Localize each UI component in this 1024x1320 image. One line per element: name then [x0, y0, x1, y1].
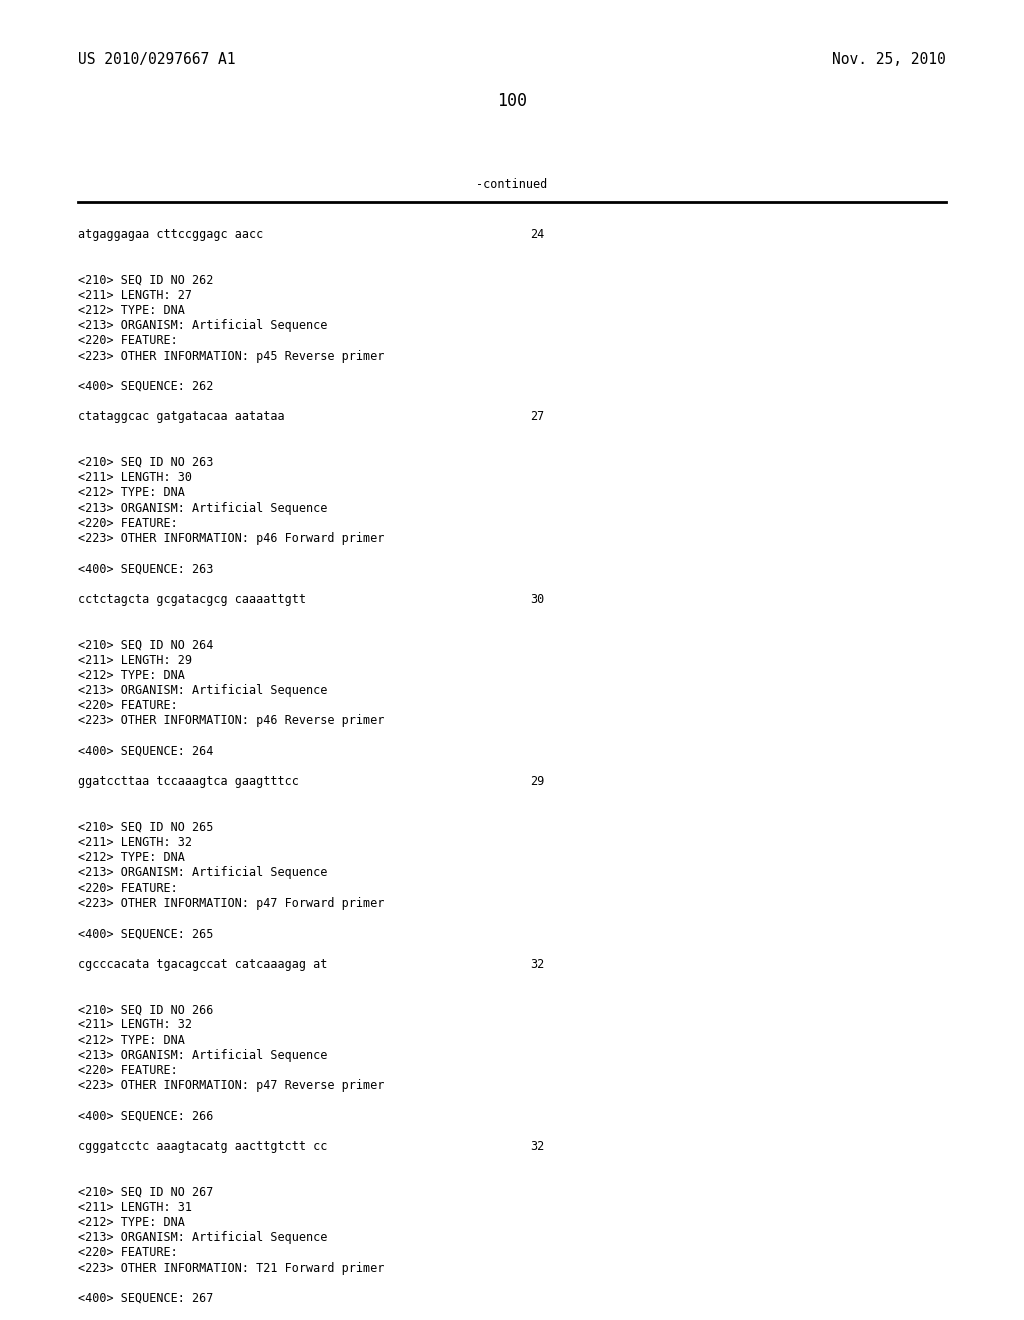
Text: <210> SEQ ID NO 264: <210> SEQ ID NO 264 [78, 639, 213, 651]
Text: <220> FEATURE:: <220> FEATURE: [78, 334, 178, 347]
Text: 32: 32 [530, 957, 544, 970]
Text: <220> FEATURE:: <220> FEATURE: [78, 882, 178, 895]
Text: <212> TYPE: DNA: <212> TYPE: DNA [78, 1034, 185, 1047]
Text: <210> SEQ ID NO 265: <210> SEQ ID NO 265 [78, 821, 213, 834]
Text: <400> SEQUENCE: 263: <400> SEQUENCE: 263 [78, 562, 213, 576]
Text: <212> TYPE: DNA: <212> TYPE: DNA [78, 851, 185, 865]
Text: <211> LENGTH: 32: <211> LENGTH: 32 [78, 1019, 193, 1031]
Text: <211> LENGTH: 27: <211> LENGTH: 27 [78, 289, 193, 302]
Text: US 2010/0297667 A1: US 2010/0297667 A1 [78, 51, 236, 67]
Text: 32: 32 [530, 1140, 544, 1152]
Text: 29: 29 [530, 775, 544, 788]
Text: <220> FEATURE:: <220> FEATURE: [78, 1246, 178, 1259]
Text: <213> ORGANISM: Artificial Sequence: <213> ORGANISM: Artificial Sequence [78, 1049, 328, 1061]
Text: cgggatcctc aaagtacatg aacttgtctt cc: cgggatcctc aaagtacatg aacttgtctt cc [78, 1140, 328, 1152]
Text: <223> OTHER INFORMATION: p47 Forward primer: <223> OTHER INFORMATION: p47 Forward pri… [78, 896, 384, 909]
Text: <400> SEQUENCE: 266: <400> SEQUENCE: 266 [78, 1110, 213, 1122]
Text: <213> ORGANISM: Artificial Sequence: <213> ORGANISM: Artificial Sequence [78, 1232, 328, 1245]
Text: ggatccttaa tccaaagtca gaagtttcc: ggatccttaa tccaaagtca gaagtttcc [78, 775, 299, 788]
Text: <210> SEQ ID NO 267: <210> SEQ ID NO 267 [78, 1185, 213, 1199]
Text: <212> TYPE: DNA: <212> TYPE: DNA [78, 486, 185, 499]
Text: <210> SEQ ID NO 262: <210> SEQ ID NO 262 [78, 273, 213, 286]
Text: <223> OTHER INFORMATION: T21 Forward primer: <223> OTHER INFORMATION: T21 Forward pri… [78, 1262, 384, 1275]
Text: <213> ORGANISM: Artificial Sequence: <213> ORGANISM: Artificial Sequence [78, 319, 328, 333]
Text: atgaggagaa cttccggagc aacc: atgaggagaa cttccggagc aacc [78, 228, 263, 242]
Text: <211> LENGTH: 30: <211> LENGTH: 30 [78, 471, 193, 484]
Text: <212> TYPE: DNA: <212> TYPE: DNA [78, 669, 185, 682]
Text: 24: 24 [530, 228, 544, 242]
Text: 27: 27 [530, 411, 544, 424]
Text: <220> FEATURE:: <220> FEATURE: [78, 1064, 178, 1077]
Text: <211> LENGTH: 29: <211> LENGTH: 29 [78, 653, 193, 667]
Text: cgcccacata tgacagccat catcaaagag at: cgcccacata tgacagccat catcaaagag at [78, 957, 328, 970]
Text: -continued: -continued [476, 178, 548, 191]
Text: <223> OTHER INFORMATION: p46 Reverse primer: <223> OTHER INFORMATION: p46 Reverse pri… [78, 714, 384, 727]
Text: Nov. 25, 2010: Nov. 25, 2010 [833, 51, 946, 67]
Text: 30: 30 [530, 593, 544, 606]
Text: <211> LENGTH: 31: <211> LENGTH: 31 [78, 1201, 193, 1214]
Text: <400> SEQUENCE: 264: <400> SEQUENCE: 264 [78, 744, 213, 758]
Text: <213> ORGANISM: Artificial Sequence: <213> ORGANISM: Artificial Sequence [78, 866, 328, 879]
Text: <210> SEQ ID NO 266: <210> SEQ ID NO 266 [78, 1003, 213, 1016]
Text: <213> ORGANISM: Artificial Sequence: <213> ORGANISM: Artificial Sequence [78, 684, 328, 697]
Text: <400> SEQUENCE: 262: <400> SEQUENCE: 262 [78, 380, 213, 393]
Text: 100: 100 [497, 92, 527, 110]
Text: ctataggcac gatgatacaa aatataa: ctataggcac gatgatacaa aatataa [78, 411, 285, 424]
Text: <220> FEATURE:: <220> FEATURE: [78, 517, 178, 529]
Text: cctctagcta gcgatacgcg caaaattgtt: cctctagcta gcgatacgcg caaaattgtt [78, 593, 306, 606]
Text: <223> OTHER INFORMATION: p45 Reverse primer: <223> OTHER INFORMATION: p45 Reverse pri… [78, 350, 384, 363]
Text: <210> SEQ ID NO 263: <210> SEQ ID NO 263 [78, 455, 213, 469]
Text: <211> LENGTH: 32: <211> LENGTH: 32 [78, 836, 193, 849]
Text: <212> TYPE: DNA: <212> TYPE: DNA [78, 304, 185, 317]
Text: <400> SEQUENCE: 265: <400> SEQUENCE: 265 [78, 927, 213, 940]
Text: <220> FEATURE:: <220> FEATURE: [78, 700, 178, 713]
Text: <400> SEQUENCE: 267: <400> SEQUENCE: 267 [78, 1292, 213, 1305]
Text: <223> OTHER INFORMATION: p46 Forward primer: <223> OTHER INFORMATION: p46 Forward pri… [78, 532, 384, 545]
Text: <213> ORGANISM: Artificial Sequence: <213> ORGANISM: Artificial Sequence [78, 502, 328, 515]
Text: <212> TYPE: DNA: <212> TYPE: DNA [78, 1216, 185, 1229]
Text: <223> OTHER INFORMATION: p47 Reverse primer: <223> OTHER INFORMATION: p47 Reverse pri… [78, 1080, 384, 1092]
